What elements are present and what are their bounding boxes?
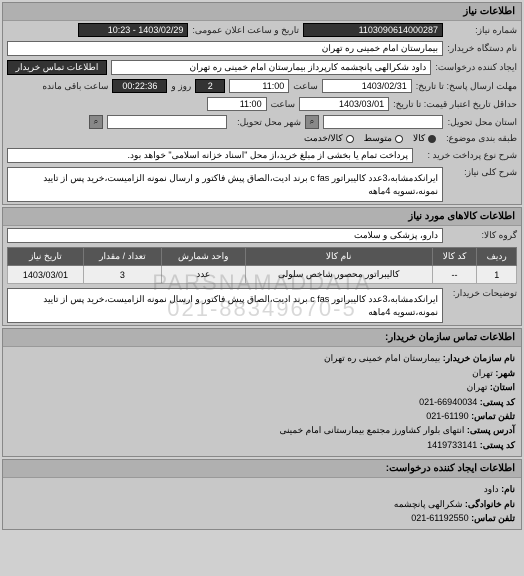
deliver-city-label: شهر محل تحویل: [231,117,301,128]
cell: 3 [83,266,161,284]
buyer-contact-title: اطلاعات تماس سازمان خریدار: [3,329,521,347]
org-name-label: نام سازمان خریدار: [443,353,515,363]
postal-value: 66940034-021 [419,397,477,407]
deliver-loc-label: استان محل تحویل: [447,117,517,128]
phone-value: 61190-021 [426,411,468,421]
cell: 1 [477,266,517,284]
requester-contact-block: نام: داود نام خانوادگی: شکرالهی پانچشمه … [3,478,521,529]
req-phone-value: 61192550-021 [411,513,468,523]
radio-icon [395,135,403,143]
col-name: نام کالا [245,248,432,266]
section-goods: اطلاعات کالاهای مورد نیاز گروه کالا: دار… [2,207,522,326]
budget-opt-0-label: کالا [413,133,425,144]
goods-title: اطلاعات کالاهای مورد نیاز [3,208,521,226]
table-row: 1 -- کالیبراتور محصور شاخص سلولی عدد 3 1… [8,266,517,284]
request-no-field: 1103090614000287 [303,23,443,37]
remain-value: 00:22:36 [112,79,167,93]
org-name-value: بیمارستان امام خمینی ره تهران [324,353,440,363]
deliver-city-field [107,115,227,129]
goods-group-field: دارو، پزشکی و سلامت [7,228,443,243]
budget-label: طبقه بندی موضوع: [446,133,517,144]
valid-until-time-label: ساعت [271,99,296,110]
deliver-loc-field [323,115,443,129]
address-label: آدرس پستی: [467,425,515,435]
remain-label: ساعت باقی مانده [42,81,108,92]
days-value: 2 [195,79,225,93]
deadline-send-date: 1403/02/31 [322,79,412,93]
radio-icon [346,135,354,143]
req-lastname-value: شکرالهی پانچشمه [394,499,463,509]
pay-type-label: شرح نوع پرداخت خرید : [417,150,517,161]
valid-until-time: 11:00 [207,97,267,111]
requester-label: ایجاد کننده درخواست: [435,62,517,73]
cell: عدد [161,266,245,284]
deadline-time-label: ساعت [293,81,318,92]
buyer-notes-label: توضیحات خریدار: [447,288,517,299]
req-phone-label: تلفن تماس: [471,513,515,523]
search-icon[interactable]: ⌕ [89,115,103,129]
cell: -- [432,266,477,284]
req-name-value: داود [484,484,499,494]
budget-opt-1-label: متوسط [364,133,392,144]
req-lastname-label: نام خانوادگی: [465,499,515,509]
col-code: کد کالا [432,248,477,266]
buyer-contact-block: نام سازمان خریدار: بیمارستان امام خمینی … [3,347,521,456]
province-value: تهران [467,382,488,392]
table-header-row: ردیف کد کالا نام کالا واحد شمارش تعداد /… [8,248,517,266]
req-name-label: نام: [501,484,515,494]
announce-field: 1403/02/29 - 10:23 [78,23,188,37]
days-label: روز و [171,81,191,92]
search-icon[interactable]: ⌕ [305,115,319,129]
address-value: انتهای بلوار کشاورز مجتمع بیمارستانی اما… [279,425,464,435]
budget-opt-2-label: کالا/خدمت [304,133,343,144]
section-buyer-contact: اطلاعات تماس سازمان خریدار: نام سازمان خ… [2,328,522,457]
col-qty: تعداد / مقدار [83,248,161,266]
main-desc-box: ایرانکدمشابه،3عدد کالیبراتور c fas برند … [7,167,443,202]
buyer-notes-box: ایرانکدمشابه،3عدد کالیبراتور c fas برند … [7,288,443,323]
radio-icon [428,135,436,143]
section-need-info: اطلاعات نیاز شماره نیاز: 110309061400028… [2,2,522,205]
goods-table: ردیف کد کالا نام کالا واحد شمارش تعداد /… [7,247,517,284]
org-field: بیمارستان امام خمینی ره تهران [7,41,443,56]
city-label: شهر: [495,368,515,378]
valid-until-date: 1403/03/01 [299,97,389,111]
need-info-title: اطلاعات نیاز [3,3,521,21]
phone-label: تلفن تماس: [471,411,515,421]
cell: کالیبراتور محصور شاخص سلولی [245,266,432,284]
announce-label: تاریخ و ساعت اعلان عمومی: [192,25,299,36]
col-date: تاریخ نیاز [8,248,84,266]
section-requester-contact: اطلاعات ایجاد کننده درخواست: نام: داود ن… [2,459,522,530]
requester-field: داود شکرالهی پانچشمه کارپرداز بیمارستان … [111,60,431,75]
postal-label: کد پستی: [480,397,515,407]
postbox-value: 1419733141 [427,440,477,450]
cell: 1403/03/01 [8,266,84,284]
requester-contact-title: اطلاعات ایجاد کننده درخواست: [3,460,521,478]
buyer-contact-button[interactable]: اطلاعات تماس خریدار [7,60,107,75]
valid-until-label: حداقل تاریخ اعتبار قیمت: تا تاریخ: [393,99,517,110]
org-label: نام دستگاه خریدار: [447,43,517,54]
budget-opt-1[interactable]: متوسط [364,133,403,144]
main-desc-label: شرح کلی نیاز: [447,167,517,178]
col-row: ردیف [477,248,517,266]
deadline-send-label: مهلت ارسال پاسخ: تا تاریخ: [416,81,517,92]
goods-group-label: گروه کالا: [447,230,517,241]
province-label: استان: [490,382,515,392]
deadline-send-time: 11:00 [229,79,289,93]
col-unit: واحد شمارش [161,248,245,266]
pay-type-field: پرداخت تمام یا بخشی از مبلغ خرید،از محل … [7,148,413,163]
city-value: تهران [472,368,493,378]
postbox-label: کد پستی: [480,440,515,450]
request-no-label: شماره نیاز: [447,25,517,36]
budget-opt-0[interactable]: کالا [413,133,436,144]
budget-opt-2[interactable]: کالا/خدمت [304,133,354,144]
